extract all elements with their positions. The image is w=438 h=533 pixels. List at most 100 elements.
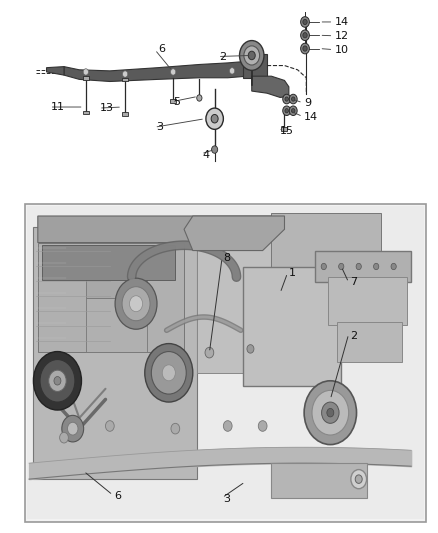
Circle shape: [356, 263, 361, 270]
Circle shape: [162, 365, 175, 381]
Bar: [272, 463, 367, 498]
Text: 13: 13: [100, 103, 114, 113]
Polygon shape: [272, 213, 381, 272]
Text: 3: 3: [155, 122, 162, 132]
Circle shape: [303, 46, 307, 51]
Circle shape: [211, 115, 218, 123]
Circle shape: [300, 17, 309, 27]
Circle shape: [54, 376, 61, 385]
Text: 8: 8: [223, 253, 230, 263]
Circle shape: [171, 423, 180, 434]
Circle shape: [351, 470, 367, 489]
Bar: [83, 76, 88, 80]
Circle shape: [106, 421, 114, 431]
Circle shape: [205, 348, 214, 358]
Text: 5: 5: [173, 96, 180, 107]
Text: 9: 9: [304, 98, 311, 108]
Bar: [27, 206, 424, 519]
Circle shape: [289, 94, 297, 104]
Circle shape: [240, 41, 264, 70]
Bar: [170, 99, 176, 103]
Text: 1: 1: [289, 268, 296, 278]
Text: 11: 11: [51, 102, 65, 112]
Circle shape: [312, 390, 349, 435]
Polygon shape: [46, 67, 64, 75]
Bar: [122, 78, 128, 82]
Text: 10: 10: [335, 45, 349, 54]
Circle shape: [244, 46, 260, 65]
Bar: [86, 298, 147, 352]
Circle shape: [170, 69, 176, 75]
Circle shape: [33, 352, 81, 410]
Circle shape: [339, 263, 344, 270]
Circle shape: [230, 68, 235, 74]
Polygon shape: [33, 224, 228, 479]
Circle shape: [248, 51, 255, 60]
Bar: [86, 261, 147, 298]
Circle shape: [83, 69, 88, 75]
Circle shape: [145, 344, 193, 402]
Polygon shape: [252, 76, 289, 98]
Circle shape: [60, 432, 68, 443]
Circle shape: [247, 345, 254, 353]
Polygon shape: [243, 266, 341, 386]
Text: 3: 3: [223, 494, 230, 504]
Circle shape: [115, 278, 157, 329]
Circle shape: [46, 386, 55, 397]
Circle shape: [300, 30, 309, 41]
Text: 6: 6: [158, 44, 165, 53]
Circle shape: [303, 19, 307, 25]
Circle shape: [391, 263, 396, 270]
Text: 2: 2: [350, 330, 357, 341]
Circle shape: [283, 106, 290, 116]
Polygon shape: [315, 251, 411, 282]
Circle shape: [62, 415, 84, 442]
Circle shape: [327, 408, 334, 417]
Polygon shape: [243, 54, 267, 78]
Circle shape: [304, 381, 357, 445]
Text: 14: 14: [304, 111, 318, 122]
Circle shape: [206, 108, 223, 130]
Circle shape: [197, 95, 202, 101]
Circle shape: [122, 287, 150, 321]
Bar: [25, 204, 426, 522]
Circle shape: [291, 97, 295, 101]
Circle shape: [212, 146, 218, 154]
Circle shape: [40, 360, 75, 402]
Bar: [281, 127, 287, 131]
Circle shape: [151, 352, 186, 394]
Circle shape: [49, 370, 66, 391]
Text: 4: 4: [202, 150, 209, 160]
Circle shape: [300, 43, 309, 54]
Polygon shape: [64, 61, 261, 82]
Polygon shape: [38, 216, 272, 243]
Circle shape: [321, 402, 339, 423]
Circle shape: [289, 106, 297, 116]
Circle shape: [258, 421, 267, 431]
Polygon shape: [38, 243, 184, 352]
Text: 7: 7: [350, 278, 357, 287]
Circle shape: [321, 263, 326, 270]
Circle shape: [285, 97, 288, 101]
Text: 14: 14: [335, 17, 349, 27]
Circle shape: [303, 33, 307, 38]
Circle shape: [130, 296, 143, 312]
Bar: [328, 277, 407, 325]
Circle shape: [67, 422, 78, 435]
Text: 15: 15: [280, 126, 294, 136]
Text: 2: 2: [219, 52, 226, 61]
Bar: [337, 322, 403, 362]
Polygon shape: [197, 224, 341, 373]
Polygon shape: [42, 245, 175, 280]
Circle shape: [283, 94, 290, 104]
Circle shape: [355, 475, 362, 483]
Bar: [122, 112, 128, 116]
Polygon shape: [184, 216, 285, 251]
Bar: [83, 111, 88, 115]
Circle shape: [374, 263, 379, 270]
Circle shape: [291, 109, 295, 113]
Circle shape: [285, 109, 288, 113]
Circle shape: [223, 421, 232, 431]
Text: 12: 12: [335, 31, 349, 41]
Circle shape: [123, 71, 128, 77]
